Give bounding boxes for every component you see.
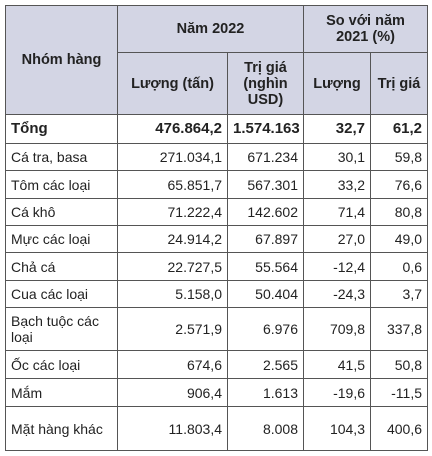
cell-value: 27,0 (303, 225, 371, 253)
row-label: Mặt hàng khác (5, 406, 118, 451)
table-row: Ốc các loại 674,6 2.565 41,5 50,8 (5, 350, 429, 379)
row-label: Tôm các loại (5, 170, 118, 199)
cell-value: 61,2 (369, 114, 429, 144)
cell-value: 671.234 (227, 143, 304, 171)
cell-value: 0,6 (369, 252, 429, 281)
cell-value: 476.864,2 (117, 114, 228, 144)
cell-value: 33,2 (303, 170, 371, 199)
total-row: Tổng 476.864,2 1.574.163 32,7 61,2 (5, 114, 429, 144)
cell-value: 271.034,1 (117, 143, 228, 171)
cell-value: 71.222,4 (117, 198, 228, 226)
subheader-cell: Lượng (303, 52, 371, 115)
cell-value: 80,8 (369, 198, 429, 226)
subheader-cell: Trị giá (369, 52, 429, 115)
table-row: Cá khô 71.222,4 142.602 71,4 80,8 (5, 198, 429, 226)
cell-value: 567.301 (227, 170, 304, 199)
cell-value: 1.574.163 (227, 114, 304, 144)
table-row: Bạch tuộc các loại 2.571,9 6.976 709,8 337,8 (5, 307, 429, 351)
cell-value: 1.613 (227, 378, 304, 407)
cell-value: -12,4 (303, 252, 371, 281)
group-header: Nhóm hàng (5, 5, 118, 115)
cell-value: 71,4 (303, 198, 371, 226)
cell-value: 41,5 (303, 350, 371, 379)
table-row: Mặt hàng khác 11.803,4 8.008 104,3 400,6 (5, 406, 429, 451)
cell-value: 709,8 (303, 307, 371, 351)
cell-value: -24,3 (303, 280, 371, 308)
table-row: Tôm các loại 65.851,7 567.301 33,2 76,6 (5, 170, 429, 199)
row-label: Bạch tuộc các loại (5, 307, 118, 351)
table-row: Cá tra, basa 271.034,1 671.234 30,1 59,8 (5, 143, 429, 171)
table-body: Tổng 476.864,2 1.574.163 32,7 61,2 Cá tra, ba… (5, 114, 429, 451)
table-row: Mực các loại 24.914,2 67.897 27,0 49,0 (5, 225, 429, 253)
cell-value: 906,4 (117, 378, 228, 407)
cell-value: 55.564 (227, 252, 304, 281)
cell-value: 142.602 (227, 198, 304, 226)
row-label: Tổng (5, 114, 118, 144)
header-row: Nhóm hàng Năm 2022 So với năm 2021 (%) (5, 5, 429, 115)
row-label: Cua các loại (5, 280, 118, 308)
cell-value: 5.158,0 (117, 280, 228, 308)
subheader-cell: Lượng (tấn) (117, 52, 228, 115)
cell-value: 22.727,5 (117, 252, 228, 281)
cell-value: 2.571,9 (117, 307, 228, 351)
table-row: Chả cá 22.727,5 55.564 -12,4 0,6 (5, 252, 429, 281)
row-label: Mắm (5, 378, 118, 407)
cell-value: 67.897 (227, 225, 304, 253)
cell-value: 30,1 (303, 143, 371, 171)
row-label: Chả cá (5, 252, 118, 281)
cell-value: 674,6 (117, 350, 228, 379)
data-table: Nhóm hàng Năm 2022 So với năm 2021 (%) L… (5, 5, 429, 451)
compare-header: So với năm 2021 (%) (302, 5, 429, 53)
cell-value: 6.976 (227, 307, 304, 351)
cell-value: 65.851,7 (117, 170, 228, 199)
row-label: Ốc các loại (5, 350, 118, 379)
table-row: Cua các loại 5.158,0 50.404 -24,3 3,7 (5, 280, 429, 308)
table-row: Mắm 906,4 1.613 -19,6 -11,5 (5, 378, 429, 407)
cell-value: 2.565 (227, 350, 304, 379)
cell-value: -19,6 (303, 378, 371, 407)
cell-value: 59,8 (369, 143, 429, 171)
cell-value: -11,5 (369, 378, 429, 407)
subheader-row: Lượng (tấn) Trị giá (nghìn USD) Lượng Trị g… (6, 52, 429, 115)
cell-value: 3,7 (369, 280, 429, 308)
table-head: Nhóm hàng Năm 2022 So với năm 2021 (%) L… (5, 5, 429, 115)
cell-value: 76,6 (369, 170, 429, 199)
cell-value: 50,8 (369, 350, 429, 379)
subheader-cell: Trị giá (nghìn USD) (227, 52, 304, 115)
year-header: Năm 2022 (117, 5, 304, 53)
cell-value: 50.404 (227, 280, 304, 308)
cell-value: 49,0 (369, 225, 429, 253)
cell-value: 24.914,2 (117, 225, 228, 253)
row-label: Mực các loại (5, 225, 118, 253)
cell-value: 104,3 (303, 406, 371, 451)
row-label: Cá khô (5, 198, 118, 226)
cell-value: 337,8 (369, 307, 429, 351)
cell-value: 400,6 (369, 406, 429, 451)
cell-value: 8.008 (227, 406, 304, 451)
cell-value: 32,7 (303, 114, 371, 144)
cell-value: 11.803,4 (117, 406, 228, 451)
row-label: Cá tra, basa (5, 143, 118, 171)
